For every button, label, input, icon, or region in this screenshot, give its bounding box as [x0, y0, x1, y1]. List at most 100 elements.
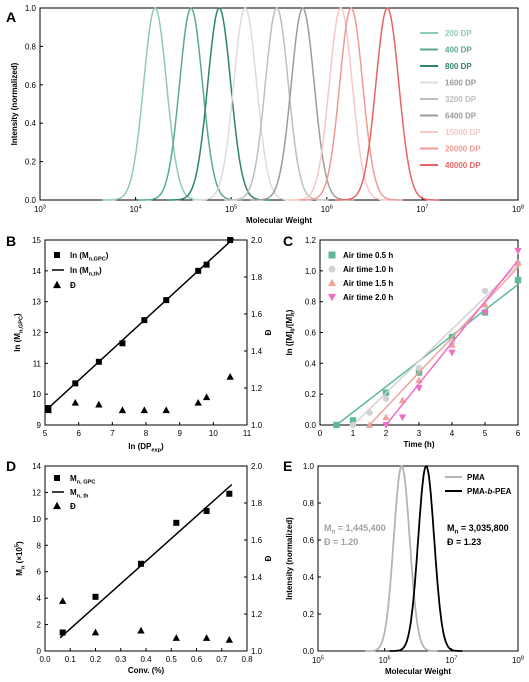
x-tick-label: 106: [379, 656, 391, 666]
y-tick-label: 4: [37, 594, 42, 603]
y2-tick-label: 1.8: [251, 273, 263, 282]
series-line: [192, 7, 297, 201]
x-axis-label: Time (h): [404, 440, 435, 449]
mn-gpc-point: [226, 490, 233, 497]
x-tick-label: 2: [384, 429, 389, 438]
data-point: [481, 287, 489, 295]
mn-gpc-point: [59, 629, 66, 636]
dispersity-point: [194, 398, 202, 406]
y-tick-label: 0.4: [25, 119, 37, 128]
legend-label: ln (Mn,GPC): [70, 251, 109, 263]
y-tick-label: 13: [32, 298, 41, 307]
x-tick-label: 9: [177, 429, 182, 438]
mn-gpc-point: [203, 507, 210, 514]
y-axis-label: Intensity (normalized): [285, 517, 294, 600]
x-tick-label: 0.1: [65, 655, 77, 664]
legend-label: 6400 DP: [445, 112, 477, 121]
y-tick-label: 11: [33, 359, 42, 368]
dispersity-point: [44, 406, 53, 414]
series-line: [250, 7, 355, 201]
legend-label: 40000 DP: [445, 161, 481, 170]
y-tick-label: 0.2: [25, 158, 37, 167]
x-tick-label: 1: [351, 429, 356, 438]
y2-tick-label: 1.6: [251, 536, 263, 545]
x-axis-label: Conv. (%): [128, 666, 165, 675]
y-tick-label: 0.2: [305, 390, 317, 399]
series-line: [334, 7, 439, 201]
y-tick-label: 10: [32, 515, 41, 524]
fit-line: [352, 264, 519, 426]
dispersity-point: [91, 628, 100, 636]
legend-label: 400 DP: [445, 46, 472, 55]
fit-line: [336, 283, 519, 426]
mn-gpc-point: [119, 340, 126, 347]
y-tick-label: 10: [32, 390, 41, 399]
series-line: [365, 464, 438, 652]
fit-line: [385, 259, 519, 426]
dispersity-point: [226, 373, 234, 380]
dispersity-point: [202, 393, 211, 401]
mn-gpc-point: [137, 560, 144, 567]
legend-marker: [54, 475, 60, 481]
panel-label: E: [283, 458, 292, 474]
y-tick-label: 0.8: [25, 42, 37, 51]
y-tick-label: 0.2: [303, 610, 315, 619]
data-point: [514, 259, 522, 267]
mn-gpc-point: [227, 237, 234, 243]
data-point: [333, 421, 340, 429]
annotation-text: Mn = 3,035,800: [447, 523, 509, 536]
y2-tick-label: 1.0: [251, 647, 263, 656]
y-tick-label: 1.0: [303, 462, 315, 471]
x-tick-label: 0.0: [39, 655, 51, 664]
legend-label: 800 DP: [445, 62, 472, 71]
x-tick-label: 108: [512, 656, 524, 666]
y-tick-label: 8: [37, 541, 42, 550]
mn-gpc-point: [173, 519, 180, 526]
x-tick-label: 7: [110, 429, 115, 438]
y-tick-label: 1.0: [25, 4, 37, 13]
legend-label: 200 DP: [445, 29, 472, 38]
y-tick-label: 14: [32, 267, 41, 276]
y2-axis-label: Đ: [264, 329, 273, 335]
data-point: [514, 247, 522, 255]
x-tick-label: 106: [321, 205, 333, 215]
series-line: [138, 7, 243, 201]
dispersity-point: [172, 634, 180, 641]
legend-marker: [328, 251, 336, 259]
annotation-text: Đ = 1.23: [447, 537, 481, 547]
y2-tick-label: 1.4: [251, 347, 263, 356]
x-tick-label: 107: [416, 205, 428, 215]
y-axis-label: ln ([M]0/[M]t): [285, 309, 297, 355]
legend-marker: [52, 280, 62, 289]
data-point: [398, 414, 407, 422]
legend-marker: [327, 278, 337, 287]
y-axis-label: Mn (×105): [15, 541, 27, 576]
y-tick-label: 0.8: [305, 298, 317, 307]
y-tick-label: 0.0: [305, 421, 317, 430]
dispersity-point: [71, 398, 79, 406]
x-tick-label: 5: [483, 429, 488, 438]
x-tick-label: 0.2: [90, 655, 102, 664]
x-tick-label: 4: [450, 429, 455, 438]
x-tick-label: 0.3: [115, 655, 127, 664]
legend-label: 1600 DP: [445, 79, 477, 88]
panel-e-frame: [317, 465, 519, 652]
data-point: [349, 417, 357, 424]
y-tick-label: 0.0: [25, 196, 37, 205]
panel-label: B: [6, 233, 16, 249]
data-point: [382, 422, 390, 429]
y2-tick-label: 1.2: [251, 384, 263, 393]
y-tick-label: 0.6: [25, 81, 37, 90]
dispersity-point: [118, 406, 127, 414]
y2-tick-label: 1.6: [251, 310, 263, 319]
legend-marker: [52, 501, 62, 510]
y-tick-label: 0: [37, 647, 42, 656]
x-tick-label: 0: [318, 429, 323, 438]
legend-label: 3200 DP: [445, 95, 477, 104]
series-line: [288, 7, 393, 201]
data-point: [349, 421, 357, 429]
x-tick-label: 0.4: [140, 655, 152, 664]
panel-a-frame: [39, 7, 519, 201]
dispersity-point: [140, 406, 148, 414]
legend-label: Air time 0.5 h: [343, 251, 393, 260]
